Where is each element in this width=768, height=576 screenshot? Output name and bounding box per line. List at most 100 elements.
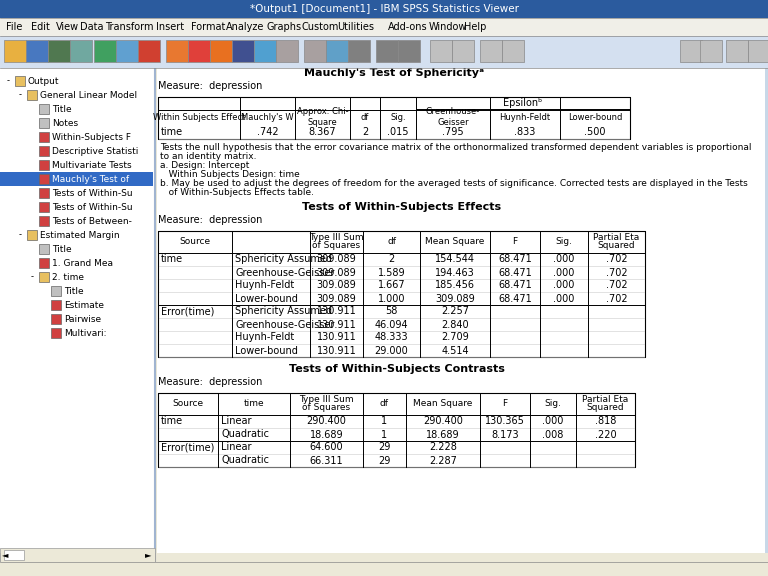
Bar (700, 40, 722, 62)
Text: .015: .015 (387, 127, 409, 137)
Text: Tests the null hypothesis that the error covariance matrix of the orthonormalize: Tests the null hypothesis that the error… (160, 143, 752, 152)
Text: Greenhouse-Geisser: Greenhouse-Geisser (235, 320, 334, 329)
Bar (680, 40, 702, 62)
Text: 290.400: 290.400 (423, 416, 463, 426)
Text: 68.471: 68.471 (498, 294, 532, 304)
Text: .833: .833 (515, 127, 536, 137)
Bar (254, 40, 276, 62)
Text: Insert: Insert (156, 22, 184, 32)
Text: ►: ► (144, 551, 151, 559)
Bar (748, 40, 768, 62)
Text: Mauchly's Test of Sphericityᵃ: Mauchly's Test of Sphericityᵃ (304, 68, 484, 78)
Text: Mauchly's Test of: Mauchly's Test of (52, 175, 129, 184)
Bar (39, 160, 49, 170)
Text: .000: .000 (553, 281, 574, 290)
Text: Title: Title (52, 244, 71, 253)
Bar (20, 555, 100, 565)
Bar (157, 68, 766, 553)
Text: .702: .702 (606, 294, 627, 304)
Bar (39, 132, 49, 142)
Bar (39, 104, 49, 114)
Text: Partial Eta: Partial Eta (594, 233, 640, 241)
Text: 2.709: 2.709 (441, 332, 469, 343)
Text: .000: .000 (553, 255, 574, 264)
Text: of Within-Subjects Effects table.: of Within-Subjects Effects table. (160, 188, 314, 197)
Text: Tests of Within-Subjects Contrasts: Tests of Within-Subjects Contrasts (289, 364, 505, 374)
Text: Notes: Notes (52, 119, 78, 127)
Bar (276, 40, 298, 62)
Text: 130.911: 130.911 (316, 306, 356, 316)
Bar (15, 76, 25, 86)
Text: Quadratic: Quadratic (221, 430, 269, 439)
Bar (51, 300, 61, 310)
Bar (0, 172, 153, 186)
Text: 309.089: 309.089 (316, 281, 356, 290)
Text: 154.544: 154.544 (435, 255, 475, 264)
Bar (326, 40, 348, 62)
Text: of Squares: of Squares (303, 403, 350, 411)
Text: -: - (18, 90, 22, 100)
Text: Huynh-Feldt: Huynh-Feldt (499, 112, 551, 122)
Text: F: F (502, 400, 508, 408)
Text: 58: 58 (386, 306, 398, 316)
Text: .702: .702 (606, 255, 627, 264)
Bar (39, 202, 49, 212)
Text: Measure:  depression: Measure: depression (158, 215, 263, 225)
Bar (51, 328, 61, 338)
Text: .795: .795 (442, 127, 464, 137)
Text: 194.463: 194.463 (435, 267, 475, 278)
Text: a. Design: Intercept: a. Design: Intercept (160, 161, 250, 170)
Text: Mauchly's W: Mauchly's W (241, 112, 294, 122)
Text: Within-Subjects F: Within-Subjects F (52, 132, 131, 142)
Text: Error(time): Error(time) (161, 306, 214, 316)
Text: Sphericity Assumed: Sphericity Assumed (235, 306, 332, 316)
Text: Sphericity Assumed: Sphericity Assumed (235, 255, 332, 264)
Text: Type III Sum: Type III Sum (310, 233, 364, 241)
Bar (726, 40, 748, 62)
Text: Title: Title (64, 286, 84, 295)
Text: of Squares: of Squares (313, 241, 360, 249)
Text: time: time (161, 127, 183, 137)
Text: 8.367: 8.367 (309, 127, 336, 137)
Bar (0, 0, 768, 18)
Text: *Output1 [Document1] - IBM SPSS Statistics Viewer: *Output1 [Document1] - IBM SPSS Statisti… (250, 4, 518, 14)
Bar (0, 548, 155, 562)
Text: 130.911: 130.911 (316, 346, 356, 355)
Text: Sig.: Sig. (555, 237, 572, 247)
Text: Source: Source (173, 400, 204, 408)
Text: df: df (380, 400, 389, 408)
Text: Pairwise: Pairwise (64, 314, 101, 324)
Bar (26, 40, 48, 62)
Text: ◄: ◄ (2, 551, 8, 559)
Text: -: - (6, 77, 9, 85)
Text: 18.689: 18.689 (426, 430, 460, 439)
Text: 8.173: 8.173 (492, 430, 519, 439)
Text: Estimated Margin: Estimated Margin (40, 230, 120, 240)
Bar (39, 188, 49, 198)
Bar (39, 258, 49, 268)
Text: 130.911: 130.911 (316, 320, 356, 329)
Text: -: - (31, 272, 34, 282)
Text: time: time (243, 400, 264, 408)
Text: Linear: Linear (221, 442, 251, 453)
Bar (39, 146, 49, 156)
Text: General Linear Model: General Linear Model (40, 90, 137, 100)
Text: Measure:  depression: Measure: depression (158, 81, 263, 91)
Bar (39, 174, 49, 184)
Text: Sig.: Sig. (390, 112, 406, 122)
Bar (348, 40, 370, 62)
Text: .220: .220 (594, 430, 616, 439)
Bar (39, 216, 49, 226)
Text: .000: .000 (542, 416, 564, 426)
Bar (0, 18, 768, 36)
Bar (452, 40, 474, 62)
Bar (502, 40, 524, 62)
Text: Help: Help (464, 22, 486, 32)
Text: Sig.: Sig. (545, 400, 561, 408)
Text: 130.911: 130.911 (316, 332, 356, 343)
Bar (0, 562, 768, 576)
Bar (27, 230, 37, 240)
Bar (0, 36, 768, 68)
Text: View: View (55, 22, 79, 32)
Text: Source: Source (180, 237, 210, 247)
